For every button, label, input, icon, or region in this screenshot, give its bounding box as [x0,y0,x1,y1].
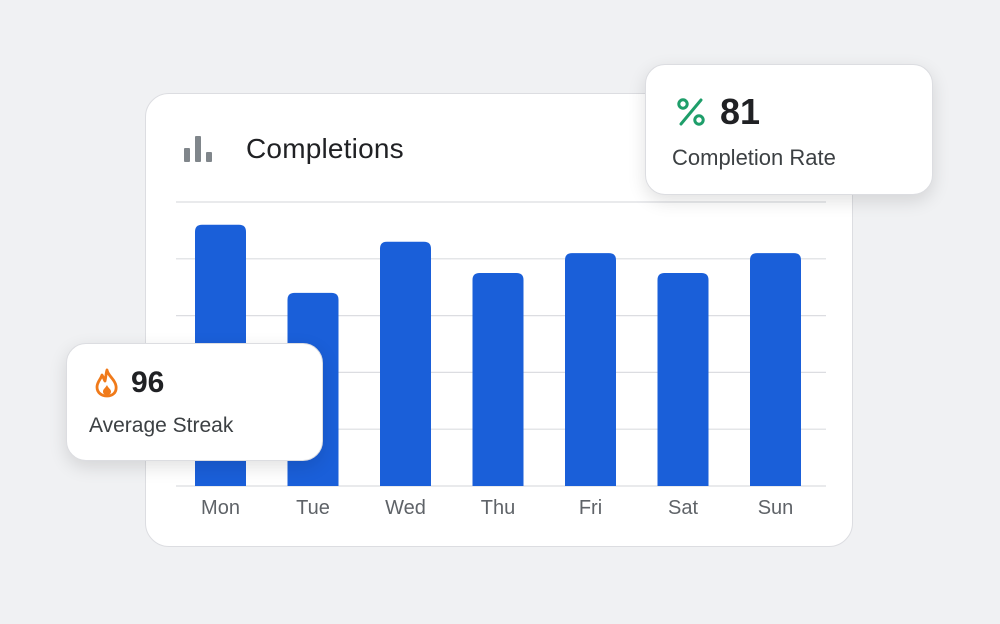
bar-wed [380,241,431,486]
bar-sun [750,253,801,486]
card-header: Completions [182,132,404,166]
x-tick-label: Wed [385,497,426,519]
x-tick-label: Sat [668,497,698,519]
bar-fri [565,253,616,486]
card-title: Completions [246,133,404,164]
completion-rate-label: Completion Rate [672,145,836,170]
x-tick-label: Tue [296,497,330,519]
average-streak-value: 96 [131,366,165,399]
average-streak-row: 96 [93,366,164,400]
x-tick-label: Thu [481,497,515,519]
average-streak-card: 96 Average Streak [66,343,323,461]
bar-thu [472,273,524,486]
x-tick-label: Sun [758,497,794,519]
x-tick-label: Fri [579,497,602,519]
completion-rate-value: 81 [720,91,761,132]
x-tick-label: Mon [201,497,240,519]
completion-rate-card: 81 Completion Rate [645,64,933,195]
percent-icon [677,98,705,126]
average-streak-label: Average Streak [89,414,234,437]
bar-chart-icon [184,136,212,162]
bar-sat [657,273,709,486]
completion-rate-row: 81 [676,91,760,133]
flame-icon [95,368,118,398]
